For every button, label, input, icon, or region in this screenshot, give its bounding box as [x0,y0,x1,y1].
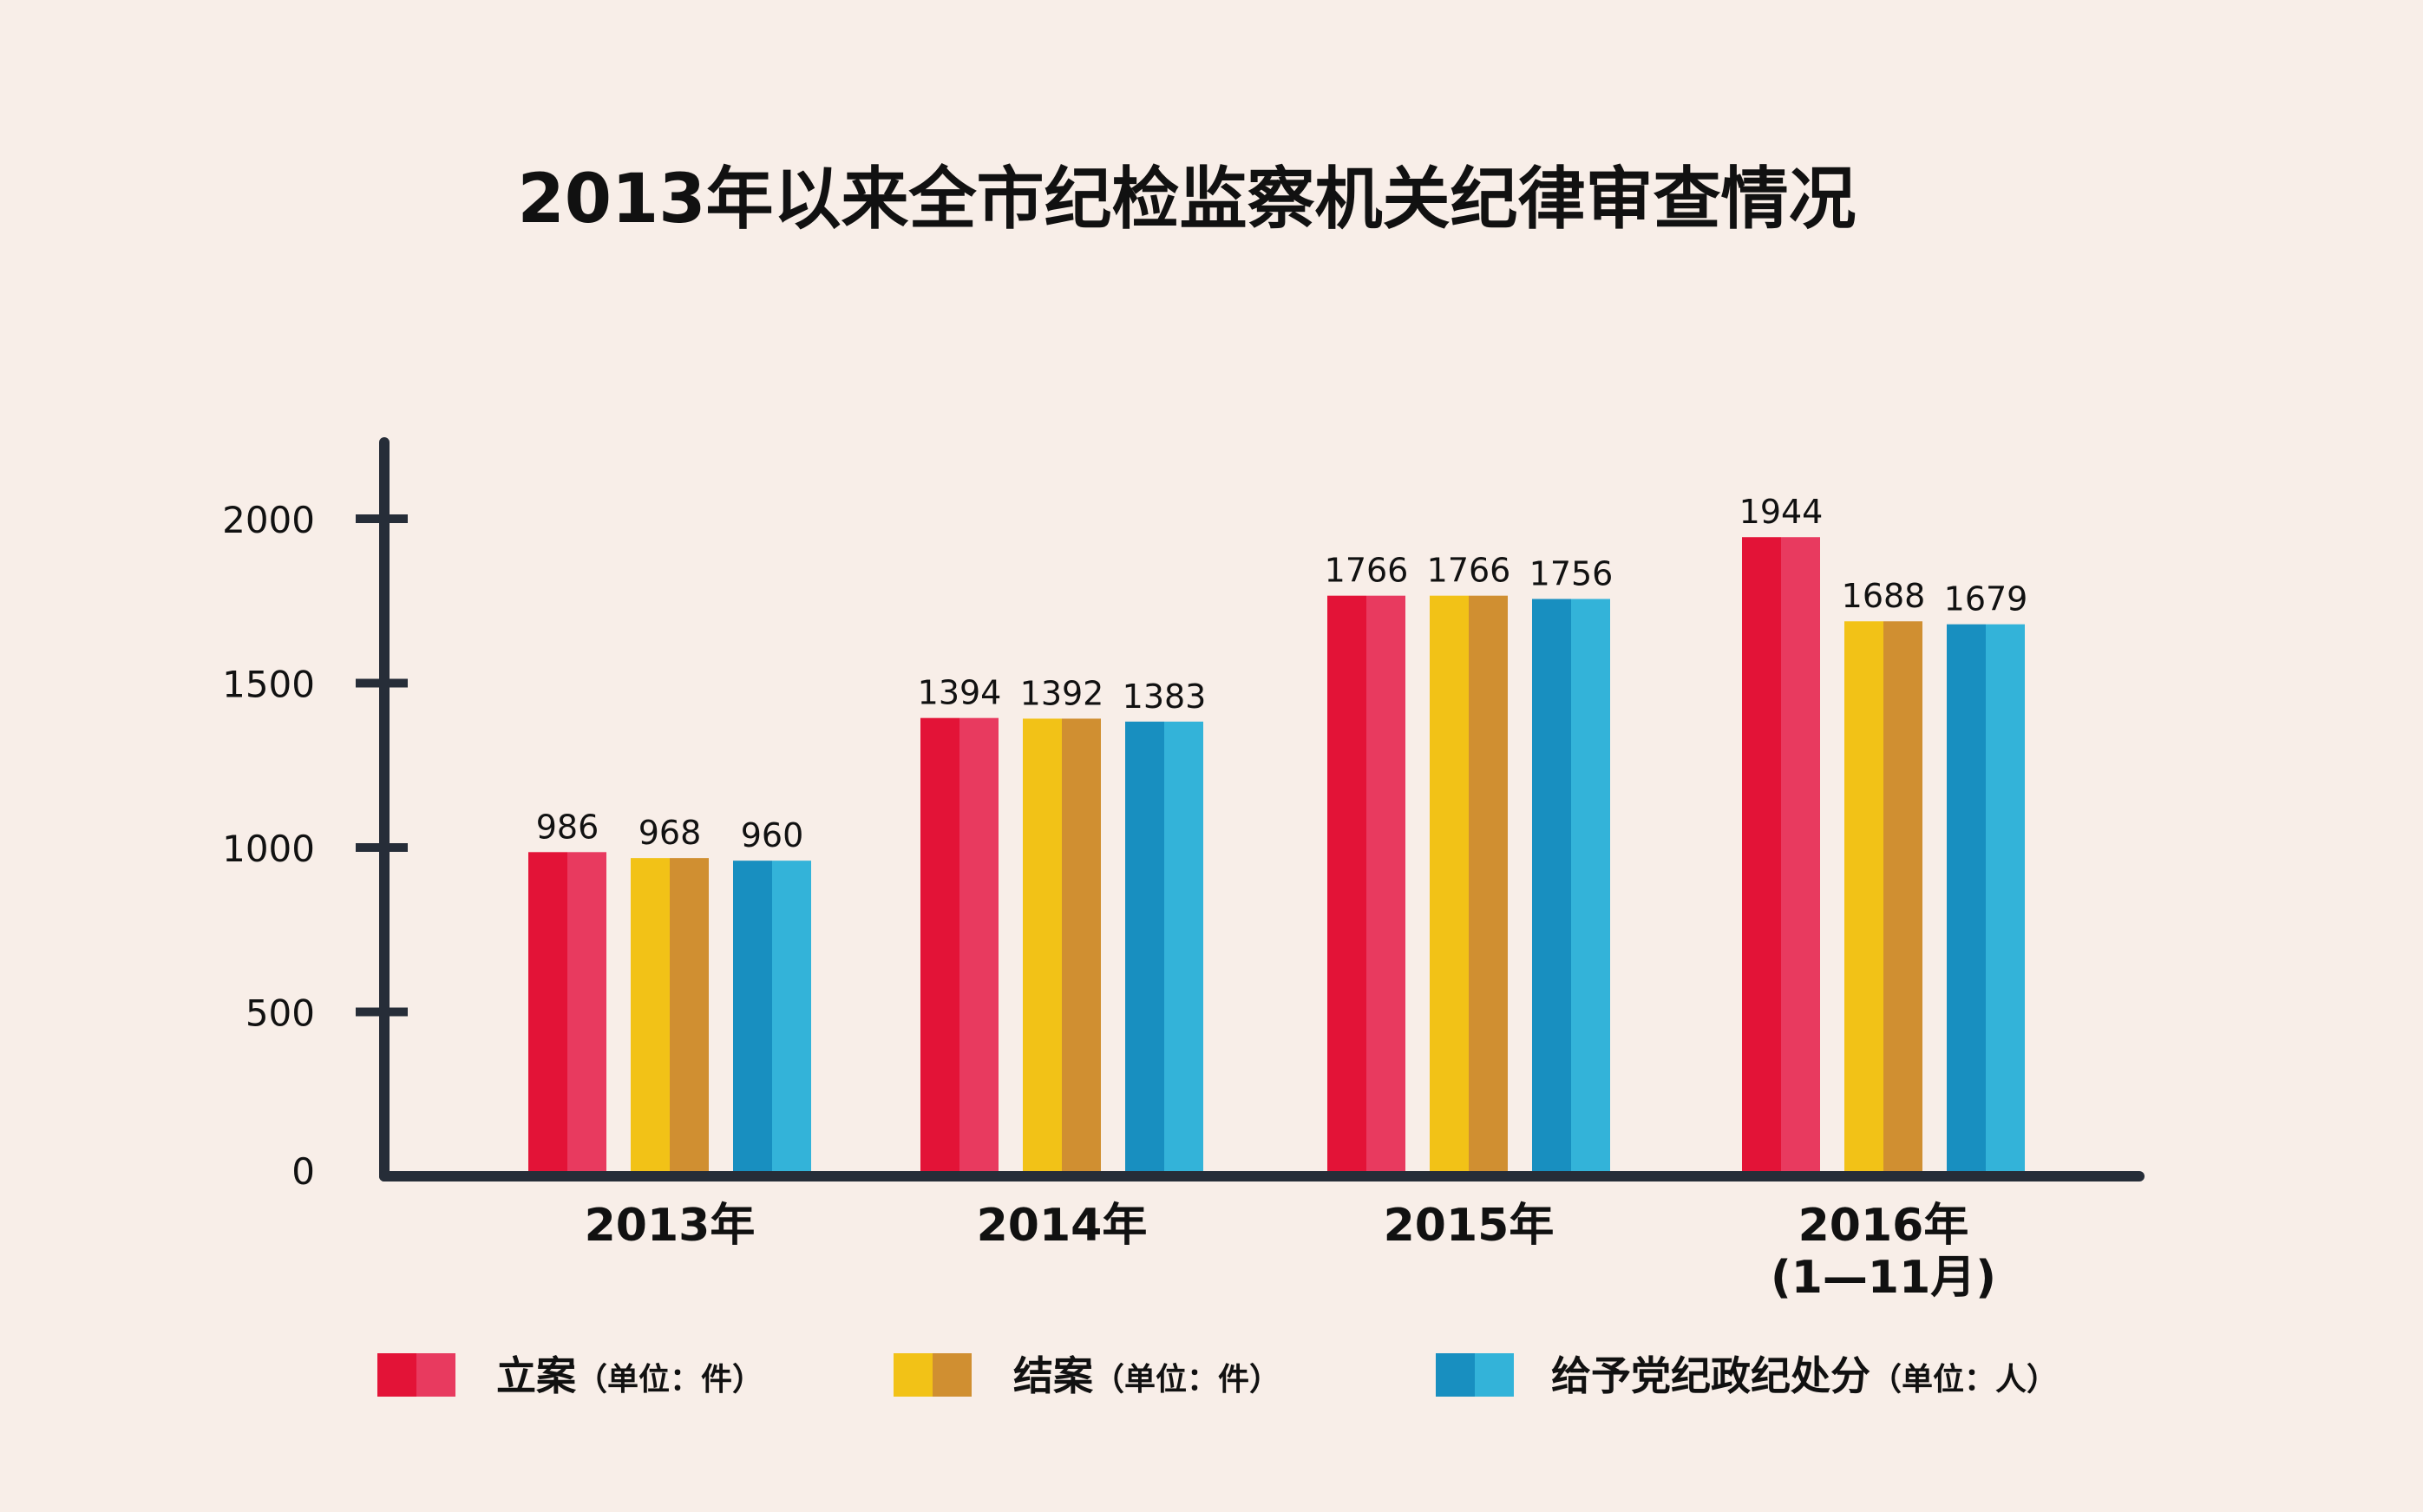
data-label: 1394 [918,674,1002,712]
bar-3-4 [1947,624,2025,1176]
bar-3-1 [733,861,811,1176]
bars-group: 986 968 960 1394 1392 1383 1766 1766 1756 1944 168… [528,493,2027,1176]
legend-swatch-left [1436,1353,1475,1397]
y-tick-label: 2000 [222,499,315,541]
bar-left-half [1947,624,1986,1176]
bar-right-half [1469,595,1508,1176]
data-label: 986 [536,808,599,846]
y-tick-label: 1000 [222,828,315,870]
bar-right-half [1164,721,1203,1176]
bar-1-4 [1742,537,1820,1176]
legend-series-name: 结案 [1013,1352,1094,1399]
axes-group: 2013年 2014年 2015年 2016年(1—11月) 0 500 1000 1500 2… [222,437,2145,1304]
legend-label: 给予党纪政纪处分（单位：人） [1551,1352,2058,1399]
category-label: 2015年 [1384,1200,1555,1252]
legend-item-1: 立案（单位：件） [377,1352,763,1399]
bar-2-4 [1844,621,1922,1176]
bar-2-1 [631,858,709,1176]
chart-title: 2013年以来全市纪检监察机关纪律审查情况 [517,160,1856,239]
data-label: 1679 [1944,580,2028,619]
legend-swatch-right [416,1353,455,1397]
bar-right-half [1986,624,2025,1176]
legend-label: 结案（单位：件） [1013,1352,1280,1399]
bar-3-2 [1125,721,1203,1176]
bar-right-half [1366,595,1405,1176]
legend-label: 立案（单位：件） [496,1352,763,1399]
bar-right-half [1571,599,1610,1176]
bar-right-half [567,852,606,1176]
legend-unit: （单位：件） [1093,1362,1280,1397]
legend-series-name: 给予党纪政纪处分 [1551,1352,1870,1399]
bar-2-3 [1430,595,1508,1176]
bar-right-half [1883,621,1922,1176]
data-label: 1944 [1739,493,1824,531]
bar-right-half [1781,537,1820,1176]
category-label: 2014年 [977,1200,1148,1252]
bar-left-half [1742,537,1781,1176]
legend-item-2: 结案（单位：件） [894,1352,1280,1399]
bar-left-half [733,861,772,1176]
bar-2-2 [1023,718,1101,1176]
bar-left-half [1023,718,1062,1176]
bar-3-3 [1532,599,1610,1176]
bar-left-half [1327,595,1366,1176]
category-label: 2016年 [1798,1200,1969,1252]
y-tick-label: 1500 [222,664,315,706]
legend-item-3: 给予党纪政纪处分（单位：人） [1436,1352,2058,1399]
legend-swatch-left [894,1353,933,1397]
legend-swatch-left [377,1353,416,1397]
bar-1-2 [920,717,999,1176]
bar-left-half [1844,621,1883,1176]
data-label: 1392 [1020,674,1104,712]
legend-swatch-right [1475,1353,1514,1397]
category-label: (1—11月) [1771,1252,1996,1304]
bar-left-half [1430,595,1469,1176]
legend-unit: （单位：件） [576,1362,763,1397]
y-tick-label: 0 [291,1150,315,1193]
data-label: 960 [741,816,804,854]
category-label: 2013年 [585,1200,756,1252]
legend: 立案（单位：件） 结案（单位：件） 给予党纪政纪处分（单位：人） [377,1352,2058,1399]
legend-swatch-right [933,1353,972,1397]
data-label: 1383 [1123,677,1207,716]
data-label: 1766 [1325,552,1409,590]
data-label: 1756 [1529,554,1614,592]
legend-series-name: 立案 [496,1352,577,1399]
bar-right-half [1062,718,1101,1176]
bar-1-1 [528,852,606,1176]
bar-left-half [1532,599,1571,1176]
bar-1-3 [1327,595,1405,1176]
data-label: 968 [638,814,702,852]
data-label: 1688 [1842,577,1926,615]
bar-left-half [1125,721,1164,1176]
bar-left-half [528,852,567,1176]
data-label: 1766 [1427,552,1511,590]
bar-left-half [631,858,670,1176]
bar-left-half [920,717,959,1176]
bar-right-half [670,858,709,1176]
bar-right-half [959,717,999,1176]
bar-right-half [772,861,811,1176]
legend-unit: （单位：人） [1870,1362,2058,1397]
y-tick-label: 500 [246,992,315,1035]
